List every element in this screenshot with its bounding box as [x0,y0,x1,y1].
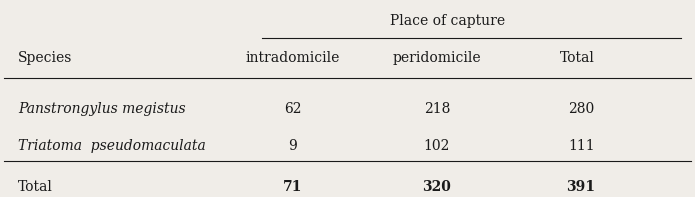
Text: 102: 102 [423,139,450,153]
Text: 218: 218 [423,102,450,116]
Text: 280: 280 [569,102,595,116]
Text: 71: 71 [283,179,302,193]
Text: 391: 391 [566,179,595,193]
Text: 320: 320 [423,179,451,193]
Text: Total: Total [18,179,53,193]
Text: peridomicile: peridomicile [393,51,481,65]
Text: Total: Total [560,51,595,65]
Text: Species: Species [18,51,72,65]
Text: 111: 111 [568,139,595,153]
Text: Panstrongylus megistus: Panstrongylus megistus [18,102,186,116]
Text: Place of capture: Place of capture [389,14,505,28]
Text: Triatoma  pseudomaculata: Triatoma pseudomaculata [18,139,206,153]
Text: 9: 9 [288,139,297,153]
Text: 62: 62 [284,102,302,116]
Text: intradomicile: intradomicile [245,51,340,65]
